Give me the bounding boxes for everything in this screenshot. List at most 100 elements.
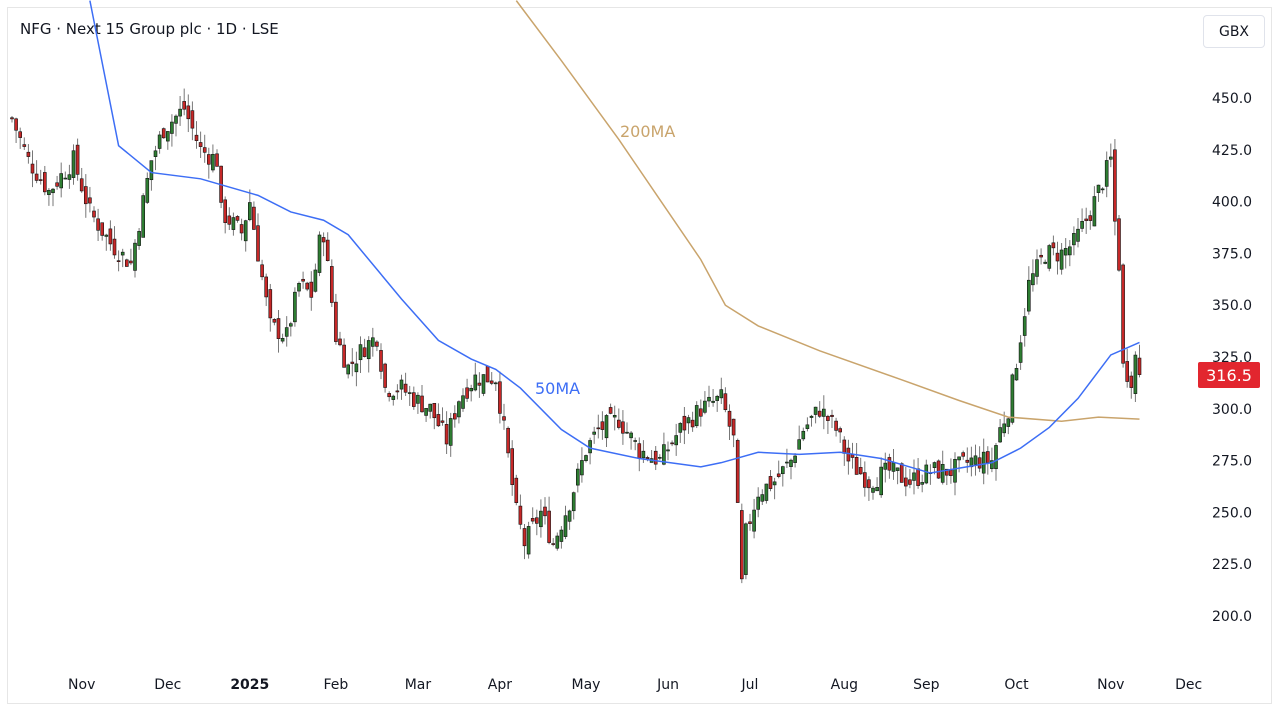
candle-body-up [1047, 245, 1052, 269]
chart-frame [7, 7, 1272, 704]
candle-body-up [354, 363, 359, 373]
candle-body-up [1096, 184, 1101, 193]
candle-body-up [957, 456, 961, 461]
candle-body-up [145, 178, 150, 203]
candle-body-up [1109, 156, 1113, 160]
candle-body-down [1051, 242, 1056, 249]
candle [867, 476, 871, 501]
candle [329, 259, 334, 307]
candle [953, 452, 957, 496]
candle [235, 215, 240, 223]
time-tick-label: Nov [68, 677, 95, 693]
candle-body-down [252, 206, 256, 230]
candle [1100, 187, 1105, 194]
candle-body-up [1022, 316, 1027, 336]
candle [998, 419, 1002, 443]
candle [526, 521, 531, 559]
candle [801, 427, 806, 442]
candle [120, 248, 125, 268]
candle [719, 377, 724, 404]
candle [682, 407, 687, 445]
candle [703, 391, 707, 415]
candle-body-up [940, 464, 945, 483]
candle-body-down [551, 543, 556, 545]
candle [194, 121, 199, 149]
candle [506, 426, 510, 458]
candle [79, 167, 84, 193]
candle [301, 271, 305, 289]
candle [75, 138, 80, 181]
candle [1006, 416, 1011, 435]
candle [698, 399, 703, 427]
candle-body-up [805, 424, 810, 429]
candle-body-down [903, 477, 908, 487]
candle [325, 232, 330, 262]
candle-body-down [34, 173, 39, 181]
candle [153, 145, 158, 171]
candle-body-down [436, 414, 441, 427]
candle-body-down [116, 260, 121, 262]
candle [366, 336, 371, 373]
candle-body-up [793, 455, 797, 463]
candle [961, 450, 966, 460]
candle [977, 446, 982, 473]
candle [243, 219, 248, 252]
candle-body-up [678, 423, 683, 433]
currency-button[interactable]: GBX [1203, 15, 1265, 48]
candle-body-down [543, 506, 547, 517]
candle-body-down [547, 510, 551, 543]
candle [608, 403, 613, 415]
candle-body-up [998, 427, 1002, 443]
candle-body-up [629, 432, 633, 439]
candles-group [10, 88, 1142, 584]
candle [707, 385, 711, 408]
candle [141, 193, 145, 238]
time-tick-label: Mar [405, 677, 432, 693]
candle-body-down [239, 224, 244, 234]
candle-body-up [555, 535, 560, 549]
candle [305, 281, 310, 292]
candle-body-down [965, 459, 970, 463]
candle-body-up [248, 202, 252, 221]
candle [379, 343, 383, 380]
candle [297, 281, 301, 297]
candle-body-down [854, 457, 859, 475]
candle [1109, 143, 1113, 168]
candle-body-down [1137, 357, 1142, 375]
candle-body-up [711, 400, 715, 403]
candle [625, 422, 629, 435]
ma200-line [515, 0, 1140, 422]
candle-body-down [506, 427, 510, 454]
candle-body-up [1014, 368, 1019, 381]
candle [411, 386, 416, 410]
candle-body-up [166, 131, 170, 142]
candle [760, 489, 765, 505]
candle [211, 144, 215, 173]
candle [1129, 371, 1134, 399]
candle [1031, 259, 1035, 292]
candle [370, 327, 375, 357]
candle [1043, 259, 1047, 265]
candle-body-down [383, 363, 387, 388]
candle-body-up [317, 234, 322, 273]
candle-body-up [137, 231, 141, 246]
candle [1014, 363, 1019, 381]
candle-body-down [596, 427, 601, 430]
candle [30, 150, 35, 188]
candle [424, 408, 428, 422]
candle-body-up [211, 153, 215, 171]
candle-body-up [141, 195, 145, 238]
candle-body-up [789, 459, 793, 467]
candle-body-down [899, 463, 904, 483]
candle [493, 381, 498, 391]
candle-body-down [30, 163, 35, 174]
time-tick-label: May [572, 677, 601, 693]
candle [88, 186, 92, 213]
candle [957, 456, 961, 473]
candle [891, 449, 896, 480]
candle-body-down [440, 420, 445, 423]
price-axis: 450.0425.0400.0375.0350.0325.0300.0275.0… [1212, 91, 1252, 625]
candle-body-up [284, 327, 289, 337]
candle [182, 88, 186, 116]
